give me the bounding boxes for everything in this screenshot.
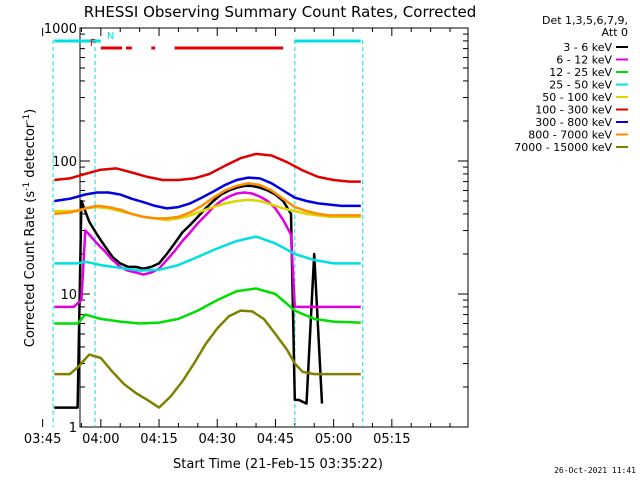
x-tick-label: 05:00 (315, 432, 352, 447)
legend-label-1: 3 - 6 keV (563, 41, 612, 54)
series-line-6 (54, 152, 361, 183)
legend-label-9: 7000 - 15000 keV (514, 141, 612, 154)
legend-label-5: 50 - 100 keV (542, 91, 612, 104)
y-axis-label-mid: detector (23, 122, 38, 182)
legend-label-8: 800 - 7000 keV (528, 129, 612, 142)
vertical-markers (52, 40, 364, 427)
y-tick-label: 1000 (44, 22, 77, 37)
legend-header-line-1: Det 1,3,5,6,7,9, (542, 14, 628, 27)
y-tick-label: 10 (60, 288, 77, 303)
series-line-5 (54, 198, 361, 222)
series-line-4 (54, 235, 361, 272)
legend-label-2: 6 - 12 keV (556, 54, 612, 67)
x-axis-label: Start Time (21-Feb-15 03:35:22) (173, 457, 383, 472)
x-tick-label: 03:45 (24, 432, 61, 447)
y-axis-label-end: ) (23, 109, 38, 114)
x-tick-label: 04:00 (82, 432, 119, 447)
svg-text:Corrected Count Rate (s-1 dete: Corrected Count Rate (s-1 detector-1) (22, 109, 38, 347)
axis-ticks: 03:45 04:00 04:15 04:30 04:45 05:00 05:15 1 10 10… (24, 22, 468, 447)
x-tick-label: 04:15 (140, 432, 177, 447)
flag-bars: NF (54, 31, 361, 50)
x-tick-label: 04:30 (199, 432, 236, 447)
footer-date: 26-Oct-2021 11:41 (554, 466, 636, 475)
chart-title: RHESSI Observing Summary Count Rates, Co… (84, 3, 477, 21)
y-axis-label-sup1: -1 (22, 182, 32, 191)
y-tick-label: 1 (69, 421, 77, 436)
plot-border (79, 27, 469, 428)
series-line-9 (54, 309, 361, 409)
x-tick-label: 05:15 (373, 432, 410, 447)
plot-frame (79, 27, 469, 428)
series-line-1 (54, 184, 324, 409)
y-axis-label-sup2: -1 (22, 114, 32, 123)
legend-label-7: 300 - 800 keV (535, 116, 612, 129)
flag-label-N: N (107, 31, 114, 42)
legend-label-3: 12 - 25 keV (549, 66, 612, 79)
series-line-2 (54, 191, 361, 309)
series-line-8 (54, 182, 361, 220)
x-tick-label: 04:45 (257, 432, 294, 447)
legend-header-line-2: Att 0 (602, 26, 628, 39)
flag-label-F: F (90, 38, 96, 49)
y-axis-label-main: Corrected Count Rate (s (23, 191, 38, 348)
series-lines (54, 152, 361, 409)
y-tick-label: 100 (52, 155, 77, 170)
series-line-3 (54, 287, 361, 325)
y-axis-label: Corrected Count Rate (s-1 detector-1) (22, 109, 38, 347)
series-line-7 (54, 176, 361, 210)
legend-label-6: 100 - 300 keV (535, 104, 612, 117)
legend-label-4: 25 - 50 keV (549, 79, 612, 92)
